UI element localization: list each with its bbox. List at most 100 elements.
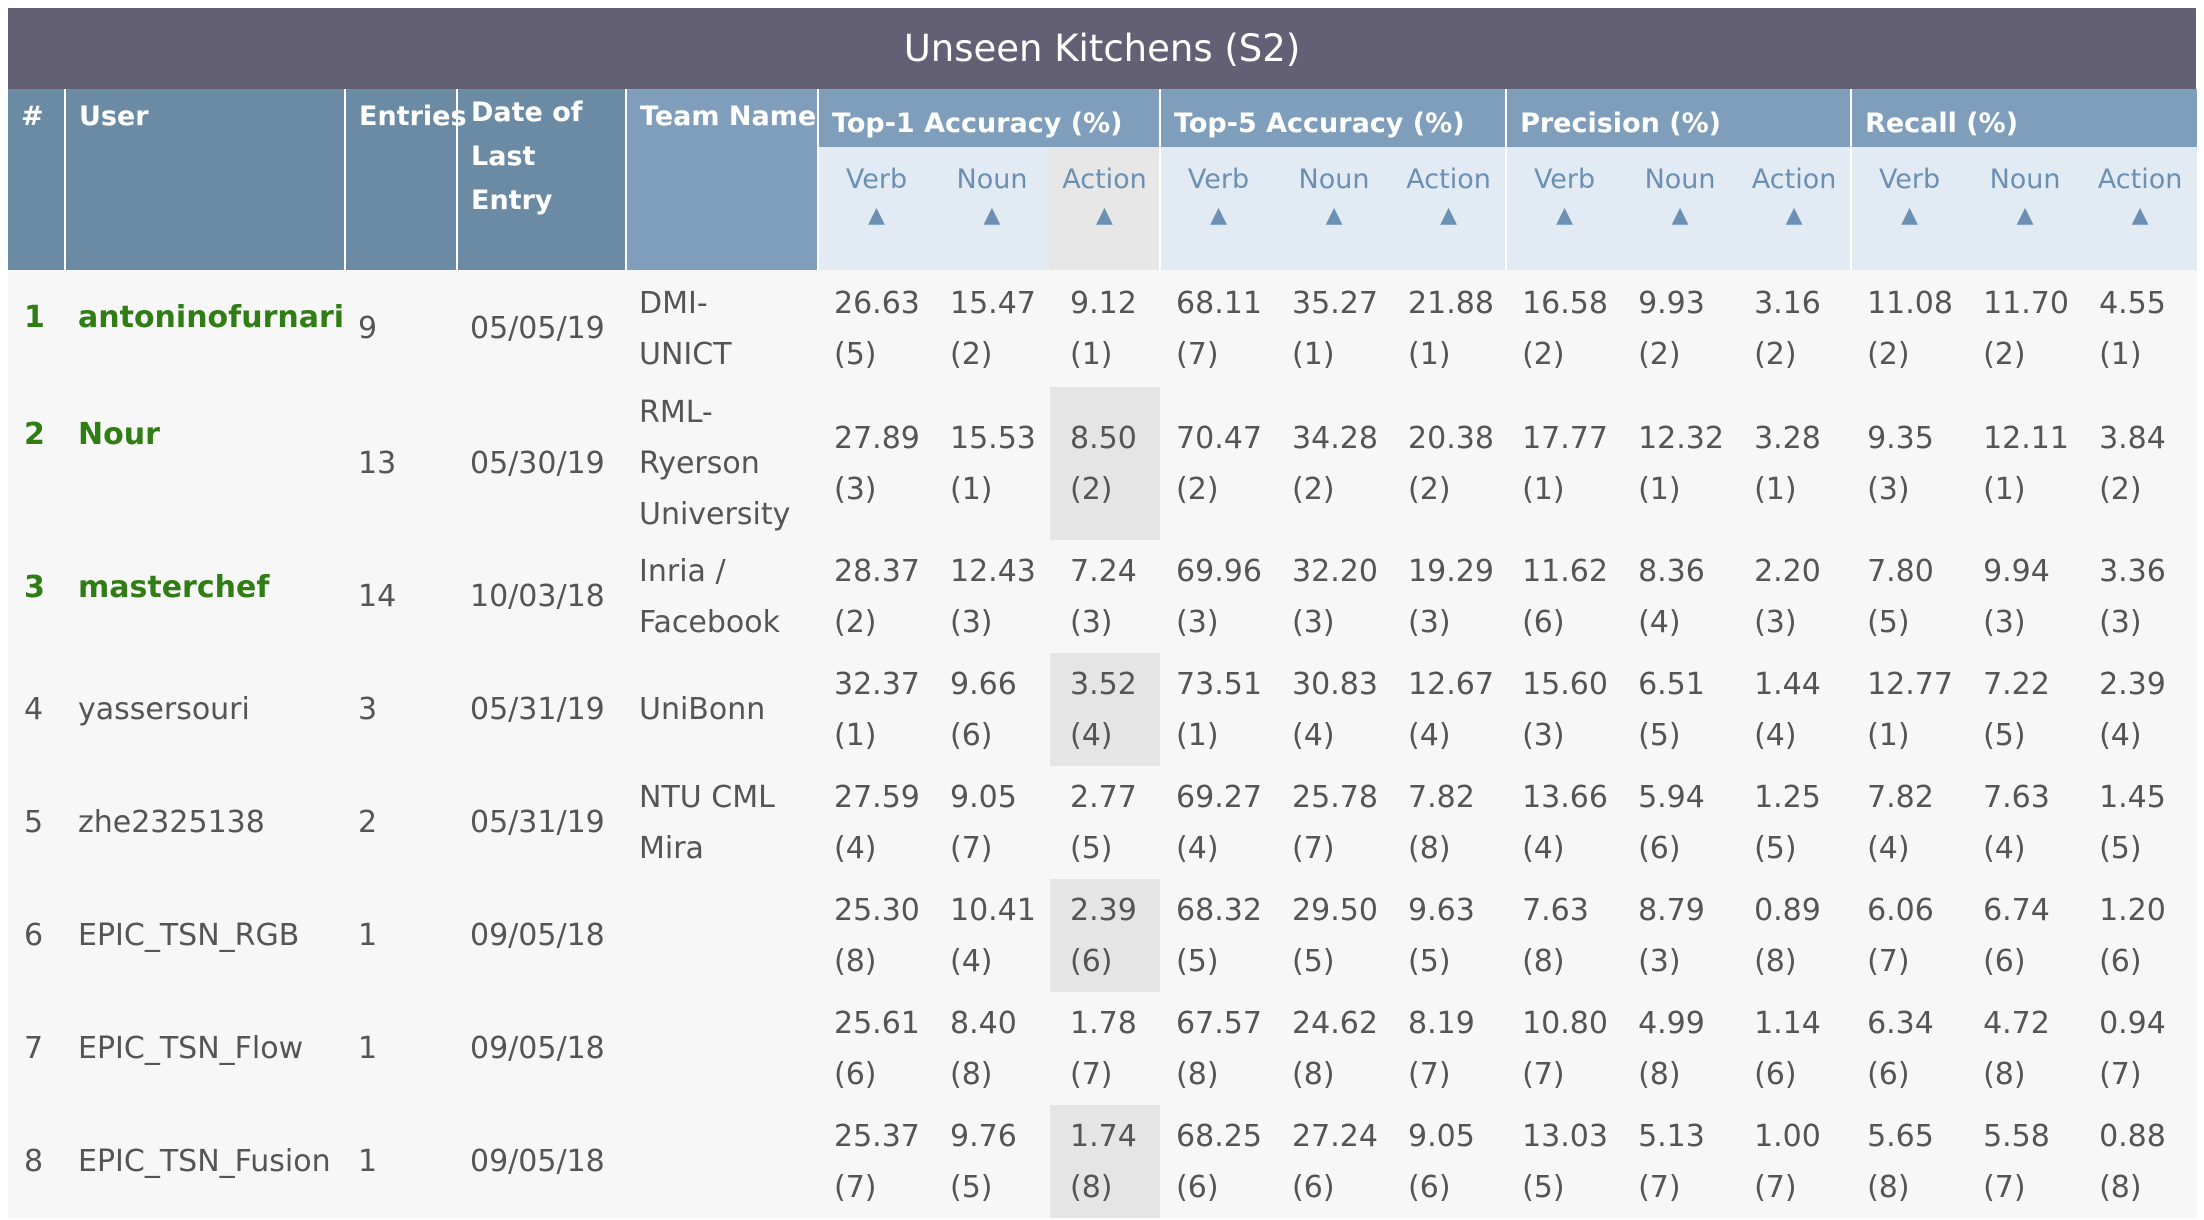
last-entry-date: 10/03/18 (470, 579, 605, 614)
metric-value: 26.63 (834, 285, 920, 321)
metric-rank: (7) (950, 830, 993, 866)
metric-cell: 1.14 (6) (1738, 992, 1851, 1105)
user-name[interactable]: antoninofurnari (78, 300, 345, 335)
metric-rank: (8) (1176, 1056, 1219, 1092)
metric-rank: (5) (1638, 717, 1681, 753)
metric-value: 7.63 (1522, 892, 1589, 928)
sort-ascending-icon[interactable]: ▲ (1440, 203, 1457, 228)
sort-ascending-icon[interactable]: ▲ (1210, 203, 1227, 228)
metric-value: 9.93 (1638, 285, 1705, 321)
sort-header-top-5-accuracy-verb[interactable]: Verb ▲ (1159, 147, 1277, 270)
team-name-line: RML- (639, 395, 713, 430)
team-name-cell (626, 992, 818, 1105)
metric-cell: 12.32 (1) (1622, 387, 1738, 540)
col-user-header[interactable]: User (65, 89, 346, 270)
metric-value: 5.13 (1638, 1118, 1705, 1154)
metric-value: 5.94 (1638, 779, 1705, 815)
metric-value: 9.05 (950, 779, 1017, 815)
metric-rank: (8) (1522, 943, 1565, 979)
sort-header-top-5-accuracy-action[interactable]: Action ▲ (1392, 147, 1507, 270)
metric-rank: (1) (834, 717, 877, 753)
sort-header-recall-verb[interactable]: Verb ▲ (1850, 147, 1968, 270)
metric-rank: (2) (1867, 336, 1910, 372)
metric-cell: 28.37 (2) (818, 540, 934, 653)
metric-value: 24.62 (1292, 1005, 1378, 1041)
sort-ascending-icon[interactable]: ▲ (2131, 203, 2149, 228)
metric-cell: 11.62 (6) (1506, 540, 1622, 653)
metric-value: 9.76 (950, 1118, 1017, 1154)
metric-value: 12.77 (1867, 666, 1953, 702)
metric-cell: 9.05 (6) (1392, 1105, 1506, 1218)
metric-cell: 7.82 (4) (1851, 766, 1967, 879)
metric-value: 25.61 (834, 1005, 920, 1041)
metric-value: 34.28 (1292, 420, 1378, 456)
sort-header-precision-action[interactable]: Action ▲ (1738, 147, 1852, 270)
metric-cell: 15.47 (2) (934, 270, 1050, 387)
metric-rank: (4) (1070, 717, 1113, 753)
sort-ascending-icon[interactable]: ▲ (983, 203, 1001, 228)
metric-value: 13.03 (1522, 1118, 1608, 1154)
sort-header-precision-noun[interactable]: Noun ▲ (1622, 147, 1739, 270)
col-entries-header[interactable]: Entries (345, 89, 467, 270)
metric-rank: (6) (1522, 604, 1565, 640)
sort-header-top-1-accuracy-noun[interactable]: Noun ▲ (934, 147, 1050, 270)
sort-header-recall-action[interactable]: Action ▲ (2083, 147, 2198, 270)
metric-value: 6.06 (1867, 892, 1934, 928)
metric-cell: 2.39 (6) (1050, 879, 1161, 992)
team-name-line: Facebook (639, 604, 780, 640)
metric-cell: 4.72 (8) (1967, 992, 2083, 1105)
sort-header-top-1-accuracy-verb[interactable]: Verb ▲ (817, 147, 934, 270)
metric-rank: (2) (950, 336, 993, 372)
metric-value: 5.65 (1867, 1118, 1934, 1154)
sort-ascending-icon[interactable]: ▲ (1556, 203, 1574, 228)
col-date-header[interactable]: Date of Last Entry (457, 89, 627, 270)
user-name[interactable]: Nour (78, 417, 160, 452)
metric-rank: (7) (834, 1169, 877, 1205)
table-row: 1 antoninofurnari 9 05/05/19 DMI- UNICT 26.63 (… (8, 270, 2198, 387)
metric-cell: 6.74 (6) (1967, 879, 2083, 992)
sort-header-recall-noun[interactable]: Noun ▲ (1967, 147, 2084, 270)
metric-cell: 1.20 (6) (2083, 879, 2197, 992)
sort-ascending-icon[interactable]: ▲ (1785, 203, 1803, 228)
metric-cell: 5.94 (6) (1622, 766, 1738, 879)
table-header: # User Entries Date of Last Entry Team N… (8, 89, 2198, 270)
col-team-header[interactable]: Team Name (626, 89, 818, 270)
metric-value: 1.20 (2099, 892, 2166, 928)
metric-value: 27.59 (834, 779, 920, 815)
metric-rank: (3) (1408, 604, 1451, 640)
metric-cell: 25.37 (7) (818, 1105, 934, 1218)
metric-rank: (3) (2099, 604, 2142, 640)
metric-cell: 15.60 (3) (1506, 653, 1622, 766)
metric-rank: (7) (1983, 1169, 2026, 1205)
metric-rank: (6) (2099, 943, 2142, 979)
metric-cell: 7.82 (8) (1392, 766, 1506, 879)
metric-rank: (8) (1292, 1056, 1335, 1092)
entries-count: 2 (358, 805, 378, 840)
team-name-line: Ryerson (639, 446, 760, 481)
last-entry-date: 09/05/18 (470, 918, 605, 953)
metric-value: 4.99 (1638, 1005, 1705, 1041)
sort-ascending-icon[interactable]: ▲ (2016, 203, 2034, 228)
user-name[interactable]: masterchef (78, 570, 270, 605)
sort-header-top-1-accuracy-action[interactable]: Action ▲ (1050, 147, 1161, 270)
leaderboard: Unseen Kitchens (S2) # User Entries Date… (8, 8, 2198, 1218)
sort-header-top-5-accuracy-noun[interactable]: Noun ▲ (1276, 147, 1393, 270)
metric-cell: 12.43 (3) (934, 540, 1050, 653)
metric-rank: (5) (1754, 830, 1797, 866)
sort-ascending-icon[interactable]: ▲ (1096, 203, 1113, 228)
sort-header-precision-verb[interactable]: Verb ▲ (1505, 147, 1623, 270)
metric-rank: (8) (1754, 943, 1797, 979)
metric-value: 2.77 (1070, 779, 1137, 815)
last-entry-date: 05/31/19 (470, 692, 605, 727)
metric-cell: 32.37 (1) (818, 653, 934, 766)
sort-ascending-icon[interactable]: ▲ (1325, 203, 1343, 228)
col-rank-header[interactable]: # (8, 89, 66, 270)
metric-value: 6.74 (1983, 892, 2050, 928)
metric-value: 20.38 (1408, 420, 1494, 456)
sort-ascending-icon[interactable]: ▲ (868, 203, 885, 228)
sort-ascending-icon[interactable]: ▲ (1901, 203, 1919, 228)
group-header-recall: Recall (%) (1850, 89, 2198, 147)
metric-cell: 7.63 (8) (1506, 879, 1622, 992)
metric-rank: (3) (1176, 604, 1219, 640)
sort-ascending-icon[interactable]: ▲ (1671, 203, 1689, 228)
